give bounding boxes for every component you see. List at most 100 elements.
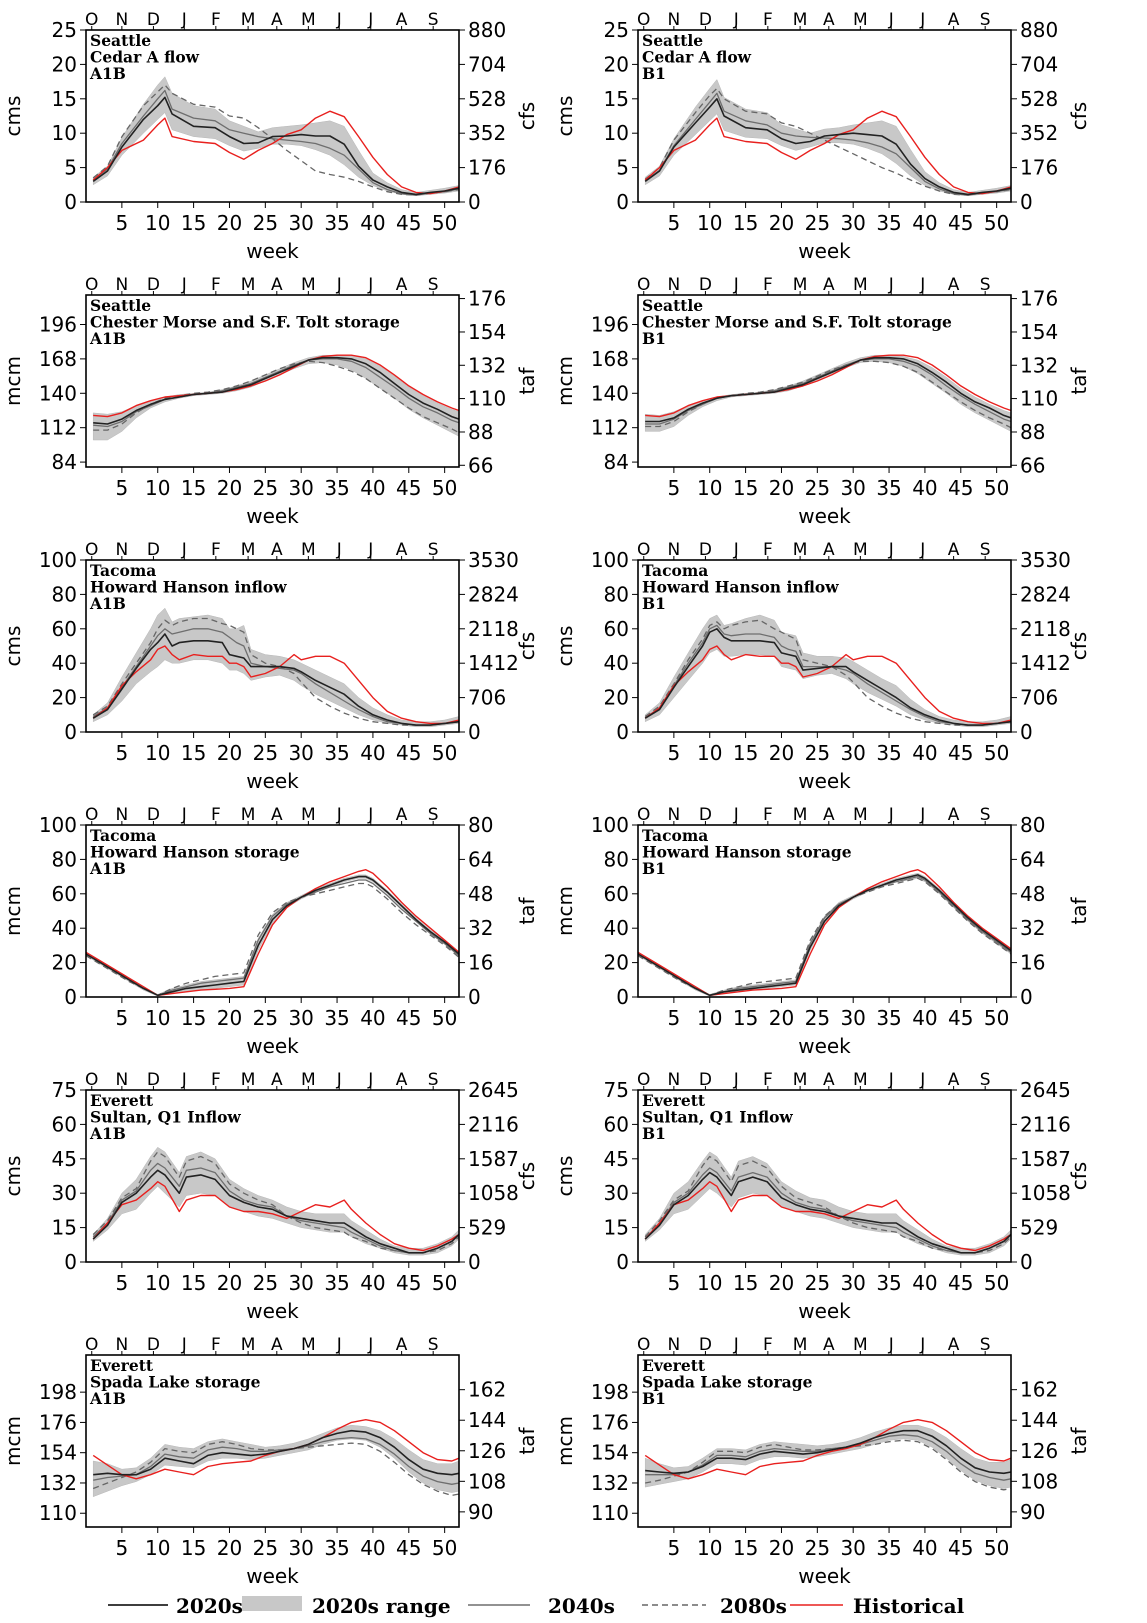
plot-frame <box>85 29 460 203</box>
y-tick-label-left: 40 <box>604 651 629 675</box>
y-tick-label-right: 16 <box>1020 951 1045 975</box>
y-axis-label-left: cms <box>553 626 577 667</box>
y-axis-label-right: taf <box>1067 896 1091 924</box>
y-tick-label-left: 80 <box>52 847 77 871</box>
month-label: D <box>699 1070 712 1090</box>
x-tick-label: 40 <box>360 1006 385 1030</box>
month-label: J <box>181 540 187 560</box>
month-label: F <box>763 275 773 295</box>
y-tick-label-left: 60 <box>52 1112 77 1136</box>
panel-title-line: Everett <box>90 1356 154 1375</box>
series-line-y2020 <box>645 356 1012 423</box>
x-tick-label: 15 <box>181 1271 206 1295</box>
month-label: A <box>948 805 960 825</box>
month-label: A <box>948 1335 960 1355</box>
series-line-y2020 <box>637 874 1012 997</box>
x-tick-label: 50 <box>984 211 1009 235</box>
y-axis-label-left: cms <box>1 1156 25 1197</box>
x-tick-label: 30 <box>840 741 865 765</box>
y-tick-label-right: 2118 <box>1020 617 1071 641</box>
panel-title-line: A1B <box>89 594 126 613</box>
y-tick-label-left: 10 <box>604 121 629 145</box>
x-tick-label: 5 <box>115 476 128 500</box>
x-tick-label: 15 <box>181 1536 206 1560</box>
x-tick-label: 45 <box>396 1271 421 1295</box>
x-tick-label: 50 <box>984 741 1009 765</box>
plot-frame <box>637 29 1012 203</box>
y-axis-label-left: cms <box>553 1156 577 1197</box>
y-tick-label-left: 0 <box>64 1250 77 1274</box>
y-tick-label-left: 176 <box>39 1410 77 1434</box>
x-tick-label: 35 <box>876 211 901 235</box>
y-tick-label-right: 529 <box>1020 1216 1058 1240</box>
x-axis-label: week <box>798 504 851 528</box>
month-label: F <box>211 805 221 825</box>
panel-title-line: B1 <box>642 1124 666 1143</box>
y-tick-label-right: 1058 <box>468 1181 519 1205</box>
range-band-2020s <box>644 614 1012 728</box>
x-tick-label: 45 <box>396 211 421 235</box>
panel-title-line: Howard Hanson storage <box>642 843 852 862</box>
x-tick-label: 10 <box>145 211 170 235</box>
month-label: J <box>888 1070 894 1090</box>
series-line-y2040 <box>93 358 460 428</box>
y-tick-label-left: 0 <box>64 720 77 744</box>
x-tick-label: 45 <box>948 476 973 500</box>
y-tick-label-right: 3530 <box>468 548 519 572</box>
y-tick-label-left: 132 <box>591 1471 629 1495</box>
month-label: A <box>271 1335 283 1355</box>
month-label: J <box>919 540 925 560</box>
x-tick-label: 5 <box>667 476 680 500</box>
range-band-2020s <box>644 1424 1012 1489</box>
y-tick-label-left: 100 <box>39 548 77 572</box>
month-label: D <box>147 275 160 295</box>
x-tick-label: 45 <box>948 1536 973 1560</box>
legend-swatch-band <box>242 1596 302 1611</box>
y-tick-label-right: 126 <box>1020 1439 1058 1463</box>
y-tick-label-right: 48 <box>468 882 493 906</box>
month-label: M <box>793 1070 808 1090</box>
y-tick-label-left: 198 <box>591 1380 629 1404</box>
x-tick-label: 35 <box>324 1536 349 1560</box>
x-tick-label: 35 <box>876 1006 901 1030</box>
y-tick-label-left: 198 <box>39 1380 77 1404</box>
month-label: F <box>211 1070 221 1090</box>
month-label: S <box>980 1335 991 1355</box>
series-line-historical <box>92 1180 460 1252</box>
month-label: O <box>85 540 98 560</box>
y-tick-label-right: 1412 <box>1020 651 1071 675</box>
range-band-2020s <box>92 1146 460 1256</box>
month-label: A <box>396 805 408 825</box>
x-tick-label: 15 <box>181 476 206 500</box>
series-line-y2040 <box>85 879 460 996</box>
y-tick-label-left: 154 <box>39 1441 77 1465</box>
y-tick-label-right: 0 <box>1020 720 1033 744</box>
month-label: J <box>919 1070 925 1090</box>
y-tick-label-left: 112 <box>591 416 629 440</box>
x-tick-label: 20 <box>769 1271 794 1295</box>
x-tick-label: 10 <box>697 1006 722 1030</box>
month-label: F <box>211 1335 221 1355</box>
month-label: J <box>367 1070 373 1090</box>
month-label: S <box>428 540 439 560</box>
panel-title-line: A1B <box>89 1389 126 1408</box>
x-axis-label: week <box>798 769 851 793</box>
series-line-historical <box>92 645 460 725</box>
y-tick-label-left: 20 <box>52 951 77 975</box>
x-tick-label: 50 <box>984 1006 1009 1030</box>
y-tick-label-right: 352 <box>468 121 506 145</box>
month-label: A <box>823 1070 835 1090</box>
y-tick-label-left: 25 <box>52 18 77 42</box>
panel-title-line: B1 <box>642 594 666 613</box>
y-tick-label-left: 25 <box>604 18 629 42</box>
plot-frame <box>85 1354 460 1528</box>
x-tick-label: 5 <box>667 1536 680 1560</box>
x-tick-label: 35 <box>876 476 901 500</box>
panel-title-line: Tacoma <box>642 826 708 845</box>
month-label: A <box>396 540 408 560</box>
y-tick-label-right: 1587 <box>468 1147 519 1171</box>
